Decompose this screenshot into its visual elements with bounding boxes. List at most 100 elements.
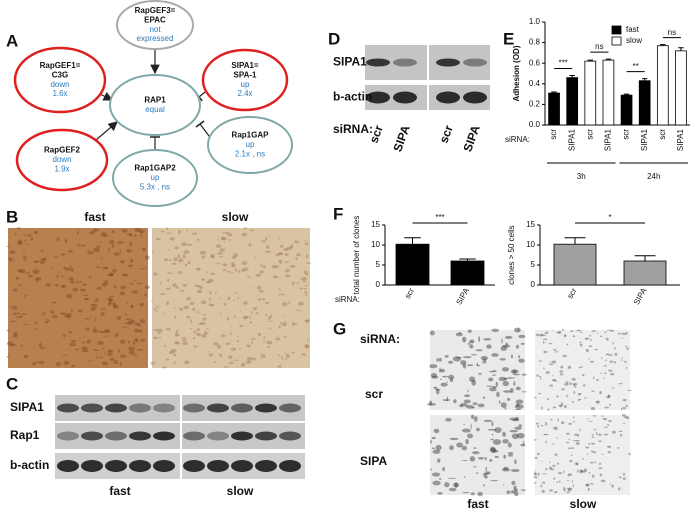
texture: [281, 356, 284, 360]
texture: [202, 317, 207, 321]
texture: [561, 404, 564, 406]
texture: [284, 358, 288, 360]
texture: [596, 332, 599, 334]
texture: [541, 334, 546, 337]
texture: [430, 439, 432, 444]
texture: [90, 314, 93, 318]
texture: [543, 350, 548, 354]
texture: [58, 271, 62, 273]
texture: [436, 358, 439, 362]
texture: [579, 341, 582, 343]
texture: [433, 386, 438, 389]
texture: [563, 405, 567, 409]
texture: [507, 442, 512, 448]
texture: [102, 347, 105, 350]
texture: [152, 329, 159, 331]
texture: [540, 484, 543, 488]
texture: [10, 320, 18, 323]
texture: [297, 281, 300, 285]
texture: [551, 360, 557, 364]
texture: [580, 331, 583, 334]
texture: [284, 320, 286, 323]
texture: [34, 260, 40, 263]
group-label: 3h: [577, 172, 586, 181]
texture: [463, 476, 466, 478]
texture: [38, 342, 43, 348]
texture: [619, 433, 623, 437]
texture: [182, 341, 188, 346]
texture: [510, 468, 520, 473]
texture: [66, 315, 71, 319]
texture: [495, 381, 499, 387]
texture: [503, 390, 512, 393]
texture: [197, 268, 200, 271]
texture: [579, 343, 583, 347]
texture: [472, 451, 480, 455]
texture: [62, 334, 66, 338]
texture: [577, 393, 582, 396]
texture: [592, 376, 595, 380]
texture: [192, 337, 196, 340]
texture: [70, 339, 77, 343]
band: [129, 403, 151, 413]
texture: [83, 297, 90, 301]
texture: [118, 260, 126, 263]
row-label: SIPA: [360, 454, 387, 468]
texture: [537, 452, 540, 456]
texture: [549, 468, 555, 471]
texture: [250, 338, 256, 340]
texture: [618, 476, 622, 479]
texture: [470, 354, 478, 356]
texture: [170, 348, 177, 353]
texture: [505, 342, 508, 346]
texture: [487, 428, 497, 431]
texture: [197, 238, 200, 242]
texture: [513, 381, 515, 383]
texture: [295, 253, 302, 257]
texture: [440, 378, 443, 381]
texture: [492, 385, 497, 389]
texture: [573, 390, 576, 394]
texture: [160, 230, 165, 233]
texture: [238, 269, 241, 274]
texture: [485, 466, 487, 472]
texture: [486, 344, 492, 349]
texture: [582, 458, 585, 460]
texture: [64, 238, 68, 243]
texture: [14, 331, 18, 336]
texture: [75, 280, 78, 284]
texture: [219, 353, 223, 357]
texture: [196, 328, 201, 332]
band: [57, 460, 79, 472]
significance: ns: [595, 42, 603, 51]
texture: [197, 322, 203, 325]
texture: [184, 263, 188, 267]
inhibition-bar: [195, 120, 205, 128]
texture: [563, 487, 566, 490]
texture: [246, 344, 251, 348]
band: [255, 403, 277, 413]
texture: [431, 447, 435, 450]
texture: [484, 475, 488, 479]
texture: [556, 436, 558, 440]
texture: [567, 447, 572, 449]
texture: [470, 492, 475, 496]
texture: [492, 374, 497, 376]
band: [183, 431, 205, 441]
texture: [591, 390, 596, 392]
y-axis-label: total number of clones: [352, 216, 361, 295]
texture: [622, 398, 627, 402]
texture: [278, 354, 281, 356]
texture: [601, 415, 605, 417]
texture: [241, 363, 243, 367]
texture: [94, 317, 96, 322]
texture: [286, 247, 292, 250]
texture: [507, 452, 514, 455]
texture: [167, 272, 173, 274]
texture: [563, 334, 567, 338]
texture: [262, 356, 265, 358]
texture: [501, 468, 511, 472]
texture: [483, 338, 492, 341]
texture: [470, 414, 475, 419]
texture: [617, 332, 621, 335]
